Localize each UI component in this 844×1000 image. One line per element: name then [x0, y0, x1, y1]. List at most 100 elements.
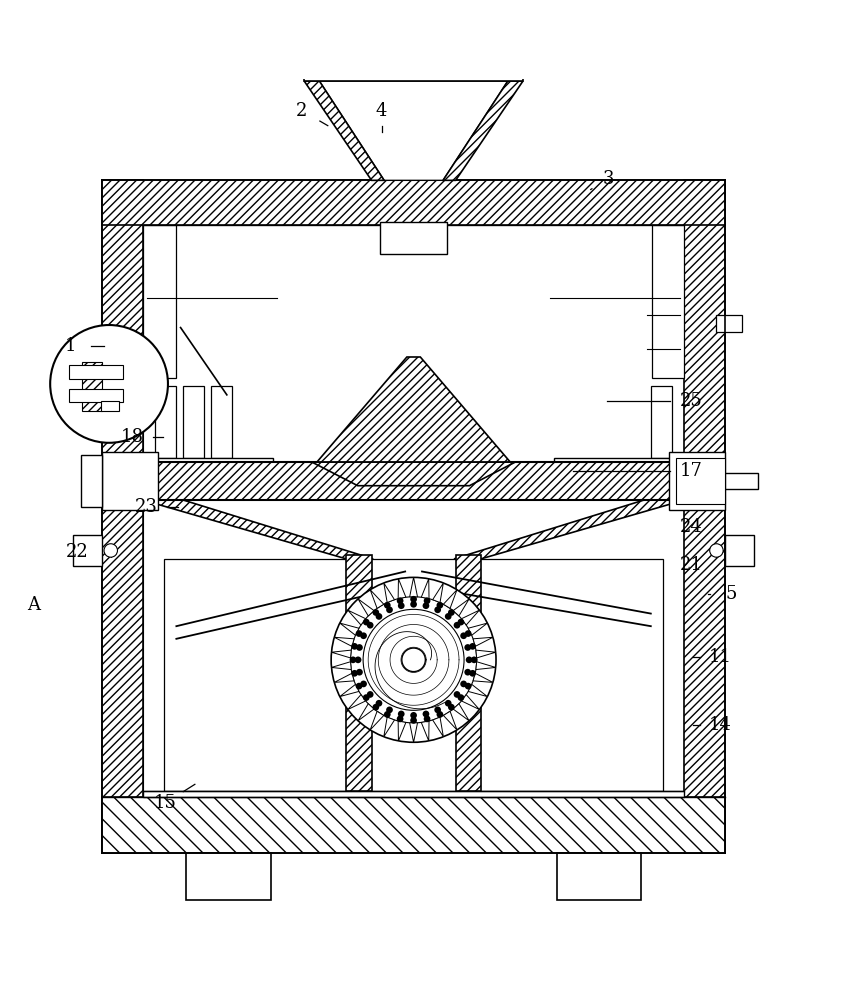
Circle shape	[349, 656, 356, 663]
Text: 15: 15	[154, 794, 177, 812]
Bar	[371, 559, 456, 791]
Circle shape	[376, 613, 382, 620]
Polygon shape	[384, 717, 394, 737]
Polygon shape	[358, 599, 374, 616]
Text: 25: 25	[679, 392, 702, 410]
Circle shape	[453, 622, 460, 629]
Circle shape	[367, 622, 374, 629]
Text: 11: 11	[709, 648, 732, 666]
Polygon shape	[348, 695, 365, 710]
Bar	[164, 559, 663, 791]
Bar	[151, 458, 273, 479]
Circle shape	[360, 632, 367, 639]
Polygon shape	[421, 579, 429, 599]
Polygon shape	[319, 81, 508, 180]
Bar	[717, 315, 742, 332]
Bar	[68, 365, 123, 379]
Circle shape	[367, 691, 374, 698]
Circle shape	[363, 609, 464, 710]
Circle shape	[356, 644, 363, 651]
Circle shape	[460, 632, 467, 639]
Circle shape	[410, 712, 417, 719]
Bar	[725, 473, 759, 489]
Circle shape	[410, 717, 417, 724]
Bar	[187, 853, 271, 900]
Polygon shape	[312, 462, 515, 486]
Circle shape	[372, 609, 379, 616]
Circle shape	[471, 656, 478, 663]
Circle shape	[384, 602, 391, 609]
Bar	[102, 452, 158, 510]
Circle shape	[453, 691, 460, 698]
Circle shape	[710, 544, 723, 557]
Polygon shape	[433, 717, 443, 737]
Text: 21: 21	[679, 556, 702, 574]
Circle shape	[351, 643, 358, 650]
Polygon shape	[443, 81, 523, 180]
Polygon shape	[453, 704, 469, 721]
Circle shape	[445, 613, 452, 620]
Text: 4: 4	[376, 102, 387, 120]
Circle shape	[423, 602, 430, 609]
Circle shape	[424, 716, 430, 722]
Polygon shape	[421, 721, 429, 741]
Circle shape	[464, 669, 471, 676]
Text: 24: 24	[679, 518, 702, 536]
Bar	[456, 555, 481, 791]
Bar	[554, 458, 676, 479]
Circle shape	[402, 648, 425, 672]
Bar	[155, 386, 176, 458]
Text: 3: 3	[603, 170, 614, 188]
Bar	[380, 222, 447, 254]
Circle shape	[466, 656, 473, 663]
Polygon shape	[398, 721, 406, 741]
Polygon shape	[409, 577, 418, 597]
Circle shape	[448, 609, 455, 616]
Polygon shape	[371, 711, 384, 730]
Circle shape	[384, 711, 391, 718]
Circle shape	[465, 683, 472, 689]
Bar	[684, 180, 725, 853]
Bar	[102, 797, 725, 853]
Polygon shape	[332, 650, 351, 658]
Polygon shape	[409, 723, 418, 742]
Polygon shape	[462, 695, 479, 710]
Bar	[73, 535, 102, 566]
Bar	[143, 462, 684, 500]
Text: 23: 23	[135, 498, 158, 516]
Polygon shape	[476, 662, 495, 670]
Polygon shape	[462, 610, 479, 625]
Polygon shape	[143, 500, 373, 559]
Circle shape	[410, 601, 417, 608]
Polygon shape	[316, 357, 511, 462]
Polygon shape	[304, 81, 384, 180]
Text: 22: 22	[66, 543, 89, 561]
Text: 14: 14	[709, 716, 732, 734]
Polygon shape	[332, 662, 351, 670]
Bar	[346, 555, 371, 791]
Bar	[143, 225, 684, 791]
Bar	[100, 401, 119, 411]
Polygon shape	[348, 610, 365, 625]
Polygon shape	[384, 583, 394, 603]
Circle shape	[372, 704, 379, 711]
Polygon shape	[473, 637, 493, 646]
Bar	[652, 225, 684, 378]
Circle shape	[355, 683, 362, 689]
Bar	[304, 73, 523, 81]
Circle shape	[445, 700, 452, 707]
Circle shape	[363, 694, 370, 701]
Bar	[669, 452, 725, 510]
Bar	[211, 386, 232, 458]
Circle shape	[387, 606, 392, 613]
Bar	[143, 225, 176, 378]
Circle shape	[457, 694, 464, 701]
Bar	[556, 853, 641, 900]
Polygon shape	[371, 590, 384, 608]
Circle shape	[104, 544, 117, 557]
Circle shape	[356, 669, 363, 676]
Circle shape	[397, 597, 403, 604]
Polygon shape	[334, 673, 354, 682]
Circle shape	[387, 706, 392, 713]
Text: 2: 2	[296, 102, 307, 120]
